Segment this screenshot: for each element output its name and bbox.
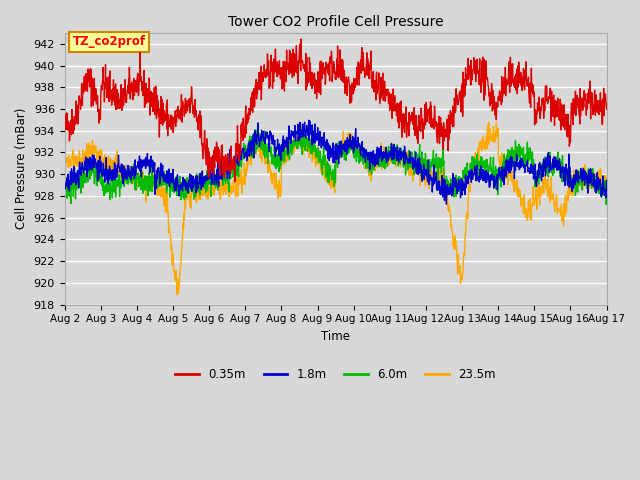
X-axis label: Time: Time <box>321 330 350 343</box>
Legend: 0.35m, 1.8m, 6.0m, 23.5m: 0.35m, 1.8m, 6.0m, 23.5m <box>171 363 500 385</box>
Y-axis label: Cell Pressure (mBar): Cell Pressure (mBar) <box>15 108 28 229</box>
Title: Tower CO2 Profile Cell Pressure: Tower CO2 Profile Cell Pressure <box>228 15 444 29</box>
Text: TZ_co2prof: TZ_co2prof <box>73 35 146 48</box>
